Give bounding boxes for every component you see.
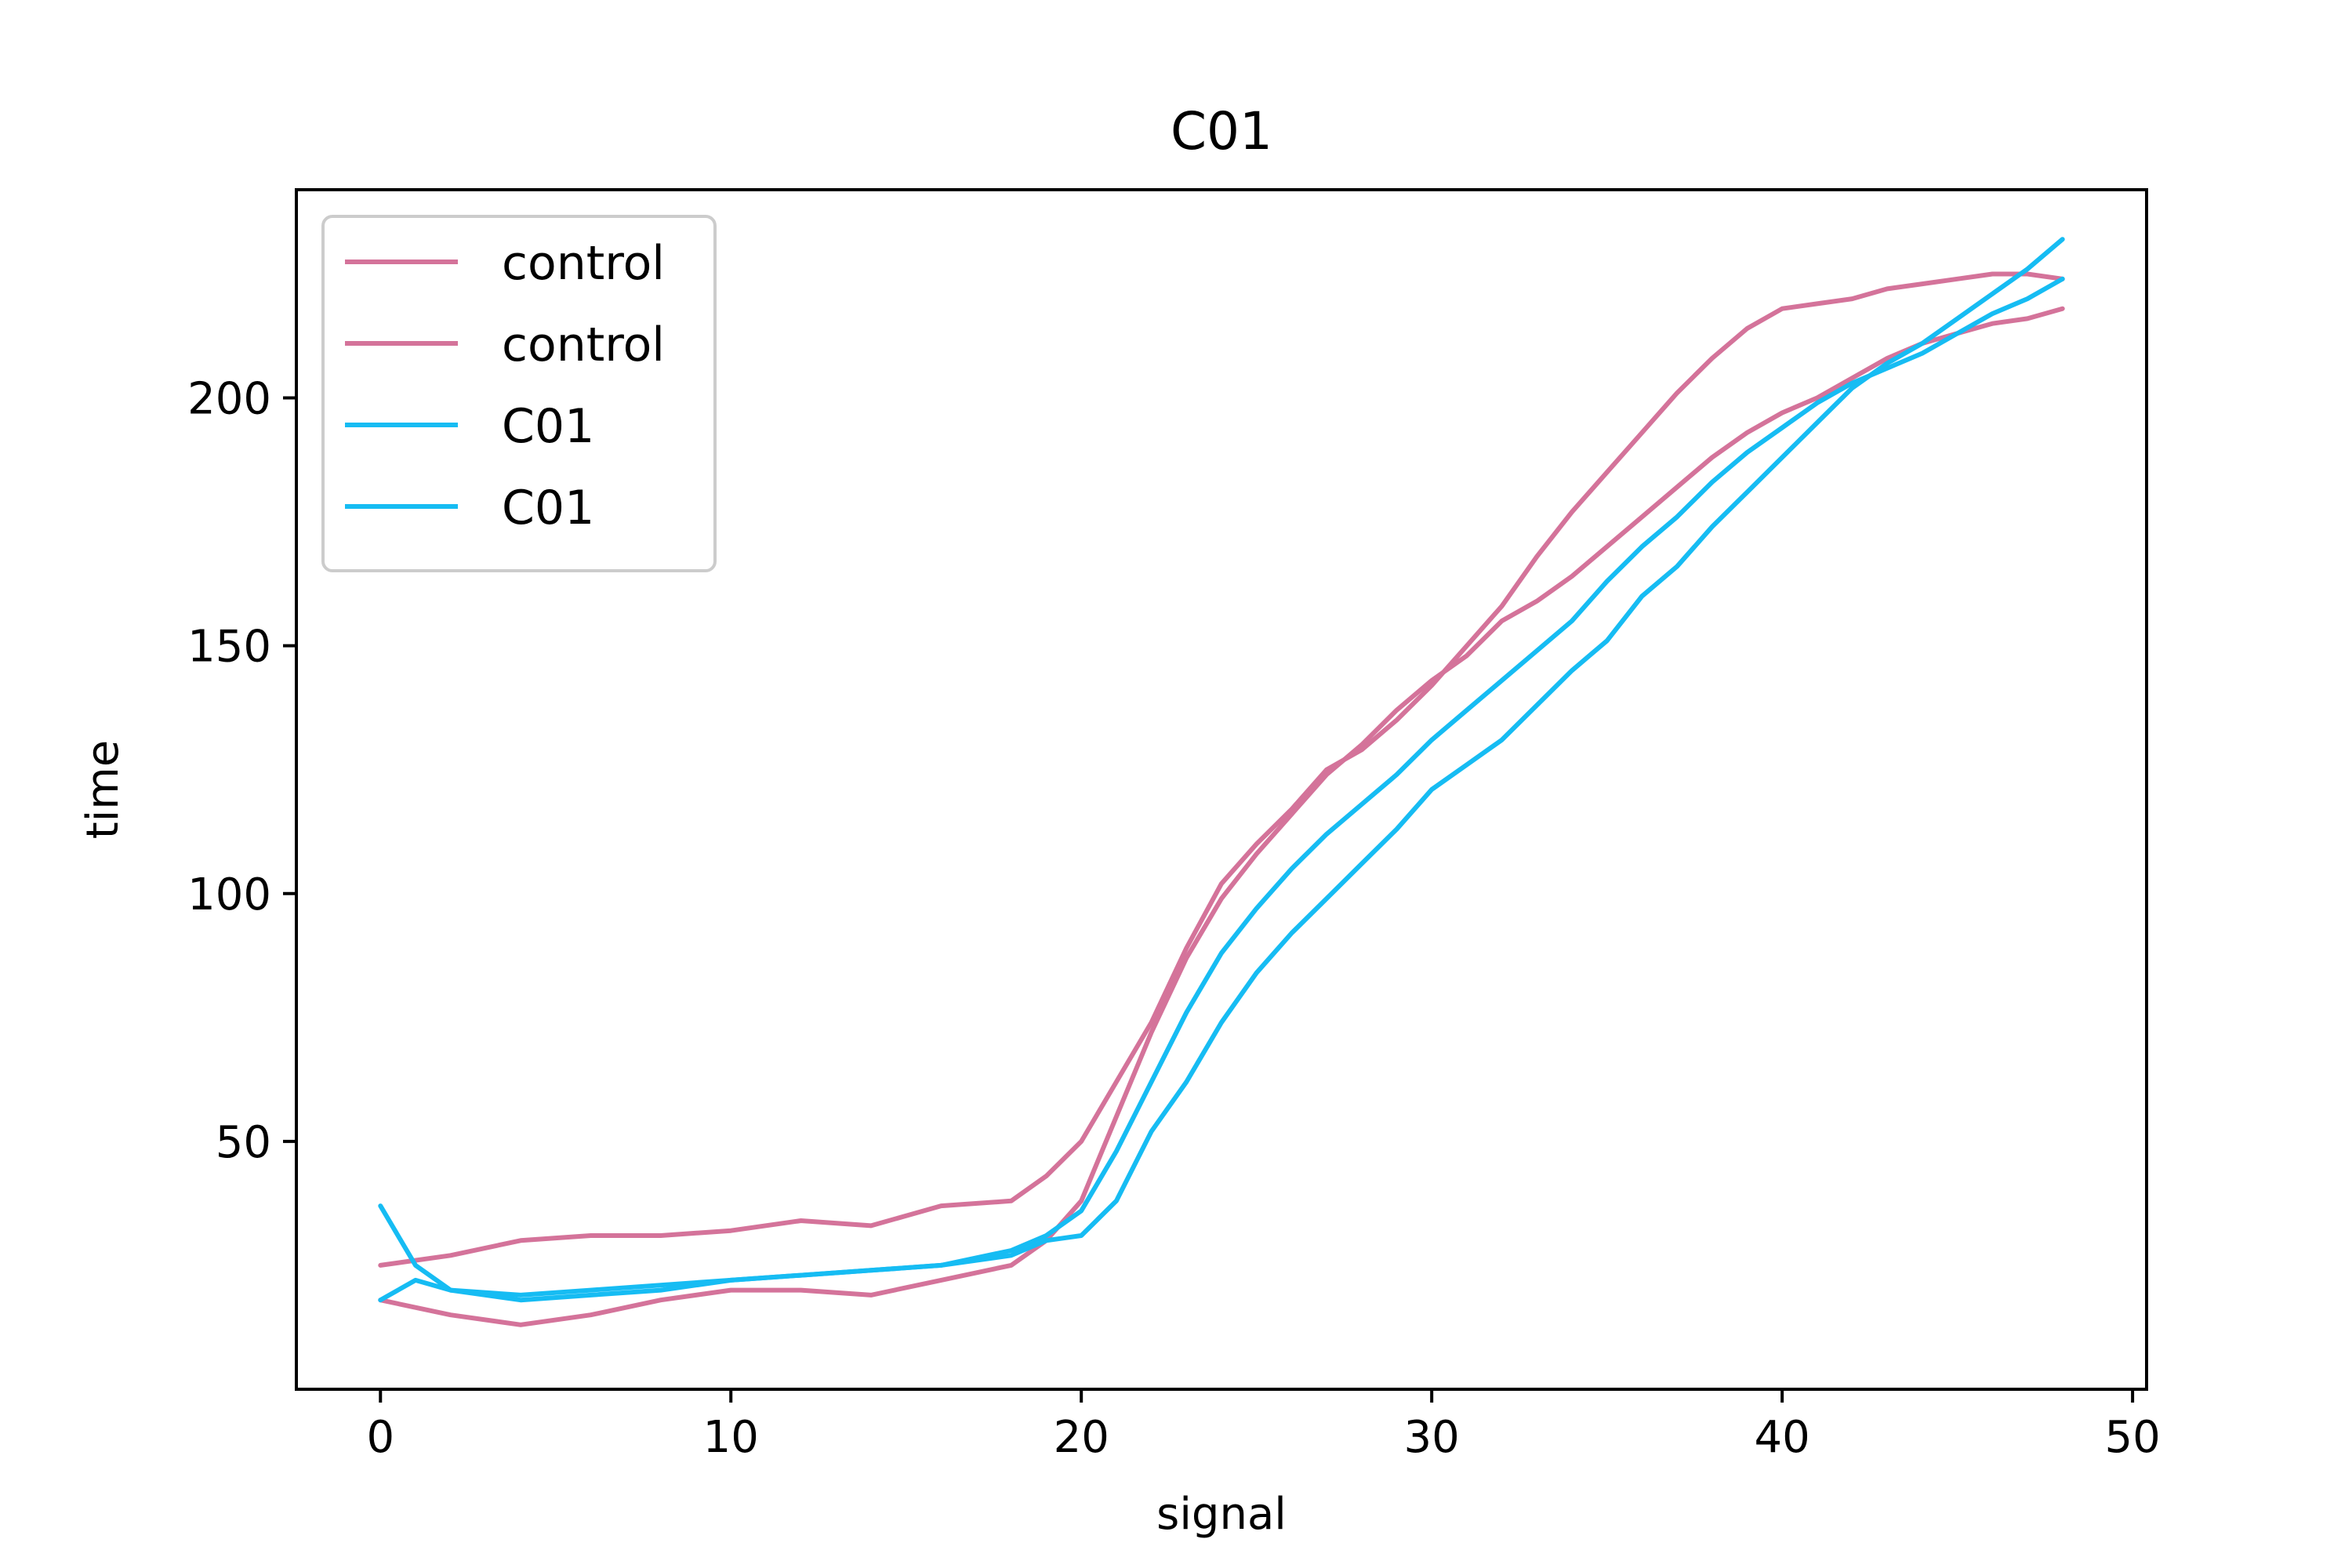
legend: control control C01 C01 bbox=[321, 215, 717, 572]
y-tick-label: 200 bbox=[187, 374, 271, 425]
y-tick-label: 50 bbox=[216, 1117, 271, 1168]
x-tick-label: 30 bbox=[1404, 1412, 1460, 1463]
plot-frame bbox=[295, 188, 2148, 1391]
y-tick-label: 150 bbox=[187, 622, 271, 673]
x-tick-label: 0 bbox=[366, 1412, 394, 1463]
legend-frame bbox=[321, 215, 717, 572]
plot-layer bbox=[378, 237, 2065, 1327]
legend-label: control bbox=[502, 236, 665, 291]
y-axis-label: time bbox=[78, 740, 129, 840]
x-tick-label: 10 bbox=[703, 1412, 759, 1463]
chart-title: C01 bbox=[1171, 101, 1272, 162]
x-tick-label: 40 bbox=[1755, 1412, 1810, 1463]
series-line-c01-4 bbox=[378, 237, 2065, 1303]
legend-label: C01 bbox=[502, 481, 594, 535]
x-tick-label: 50 bbox=[2104, 1412, 2160, 1463]
axis-layer: 0 10 20 30 40 50 50 100 150 200 bbox=[187, 374, 2161, 1463]
series-line-control-2 bbox=[378, 306, 2065, 1327]
x-axis-label: signal bbox=[1156, 1489, 1287, 1540]
legend-label: C01 bbox=[502, 399, 594, 454]
legend-label: control bbox=[502, 318, 665, 372]
x-tick-label: 20 bbox=[1054, 1412, 1109, 1463]
y-tick-label: 100 bbox=[187, 869, 271, 920]
series-line-control-1 bbox=[378, 271, 2065, 1268]
